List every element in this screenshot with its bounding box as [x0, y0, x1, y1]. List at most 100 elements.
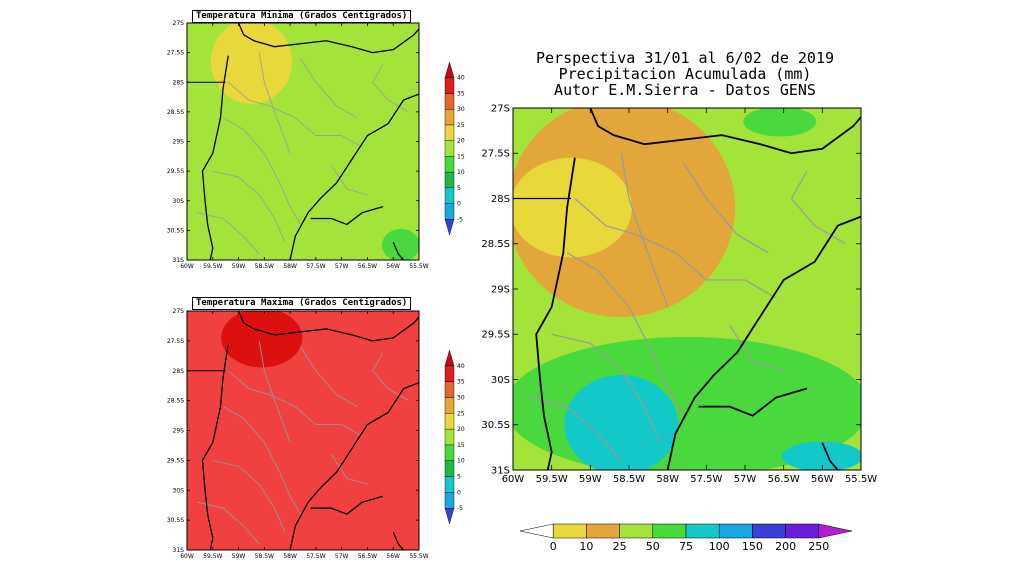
map-field	[513, 108, 861, 470]
x-tick-label: 56.5W	[768, 474, 800, 485]
y-tick-label: 30.5S	[481, 420, 510, 431]
x-tick-label: 55.5W	[845, 474, 877, 485]
colorbar-label: 200	[775, 540, 796, 553]
y-tick-label: 27.5S	[167, 50, 184, 57]
x-tick-label: 58.5W	[613, 474, 645, 485]
y-tick-label: 30S	[173, 198, 185, 205]
colorbar-cell	[444, 93, 455, 110]
colorbar-cell	[444, 492, 455, 509]
border-line	[698, 387, 808, 417]
colorbar-label: 40	[457, 363, 465, 370]
border-line	[237, 23, 419, 54]
road-line	[197, 501, 260, 545]
road-line	[222, 117, 301, 225]
colorbar-label: 30	[457, 394, 465, 401]
road-line	[790, 171, 846, 245]
colorbar-cell	[444, 460, 455, 477]
colorbar-cell	[785, 523, 820, 539]
road-line	[197, 212, 260, 255]
x-tick-label: 55.5W	[409, 553, 428, 560]
colorbar-cell	[444, 428, 455, 446]
border-line	[589, 108, 861, 155]
max-temp-title: Temperatura Maxima (Grados Centigrados)	[192, 297, 412, 310]
y-tick-label: 29.5S	[167, 457, 184, 464]
x-tick-label: 59.5W	[536, 474, 568, 485]
y-tick-label: 31S	[491, 465, 510, 476]
border-line	[310, 206, 384, 226]
colorbar-label: 20	[457, 138, 465, 145]
y-tick-label: 27.5S	[167, 338, 184, 345]
field-75-100	[781, 441, 861, 470]
road-line	[258, 340, 291, 443]
x-tick-label: 58W	[656, 474, 679, 485]
colorbar-label: 35	[457, 90, 465, 97]
road-line	[574, 198, 777, 299]
colorbar-label: 10	[457, 458, 465, 465]
road-line	[212, 459, 286, 533]
colorbar-label: 50	[646, 540, 660, 553]
colorbar-cell	[619, 523, 654, 539]
road-line	[222, 406, 301, 515]
road-line	[372, 64, 409, 113]
border-line	[201, 55, 229, 260]
x-tick-label: 60W	[502, 474, 525, 485]
colorbar-label: 5	[457, 185, 461, 192]
x-tick-label: 60W	[180, 263, 194, 270]
colorbar-label: 0	[457, 201, 461, 208]
x-tick-label: 57.5W	[306, 263, 325, 270]
colorbar-cell	[652, 523, 687, 539]
x-tick-label: 59.5W	[203, 553, 222, 560]
x-tick-label: 56.5W	[358, 263, 377, 270]
colorbar-cell	[552, 523, 587, 539]
border-line	[201, 343, 229, 550]
y-tick-label: 28.5S	[167, 398, 184, 405]
border-line	[310, 495, 384, 515]
x-tick-label: 57.5W	[690, 474, 722, 485]
y-tick-label: 30.5S	[167, 227, 184, 234]
colorbar-label: -5	[457, 216, 463, 223]
colorbar-cell	[444, 476, 455, 493]
road-line	[372, 352, 409, 401]
colorbar-label: 250	[808, 540, 829, 553]
colorbar-cell	[444, 397, 455, 414]
y-tick-label: 29.5S	[167, 168, 184, 175]
border-line	[666, 215, 861, 470]
y-tick-label: 27S	[173, 308, 185, 315]
colorbar-label: 150	[742, 540, 763, 553]
map-panel-2: 60W 59.5W 59W 58.5W 58W 57.5W 57W 56.5W 56W 55.5W…	[481, 103, 877, 485]
road-line	[331, 164, 368, 196]
colorbar-cell	[752, 523, 786, 539]
colorbar-cell	[685, 523, 720, 539]
y-tick-label: 28S	[491, 194, 510, 205]
colorbar-label: 25	[457, 122, 465, 129]
colorbar-cell	[444, 77, 455, 94]
colorbar-cell	[444, 365, 455, 382]
colorbar-label: 75	[679, 540, 693, 553]
colorbar-label: -5	[457, 505, 463, 512]
colorbar-cell	[444, 140, 455, 157]
y-tick-label: 29S	[173, 139, 185, 146]
road-line	[227, 370, 363, 437]
y-tick-label: 31S	[173, 547, 185, 554]
colorbar-label: 100	[709, 540, 730, 553]
colorbar-label: 15	[457, 442, 465, 449]
x-tick-label: 58.5W	[255, 263, 274, 270]
y-tick-label: 30.5S	[167, 517, 184, 524]
x-tick-label: 58W	[283, 263, 297, 270]
colorbar-cell	[818, 523, 853, 539]
y-tick-label: 29.5S	[481, 330, 510, 341]
y-tick-label: 28.5S	[481, 239, 510, 250]
field-50-75	[743, 108, 817, 137]
road-line	[620, 153, 669, 308]
x-tick-label: 56W	[811, 474, 834, 485]
road-line	[551, 333, 661, 444]
field-75-100	[564, 374, 679, 470]
colorbar-cell	[444, 219, 455, 236]
colorbar-cell	[444, 507, 455, 525]
road-line	[300, 58, 358, 119]
colorbar-cell	[444, 156, 455, 173]
colorbar-cell	[586, 523, 620, 539]
colorbar-cell	[444, 124, 455, 141]
border-line	[289, 382, 419, 550]
